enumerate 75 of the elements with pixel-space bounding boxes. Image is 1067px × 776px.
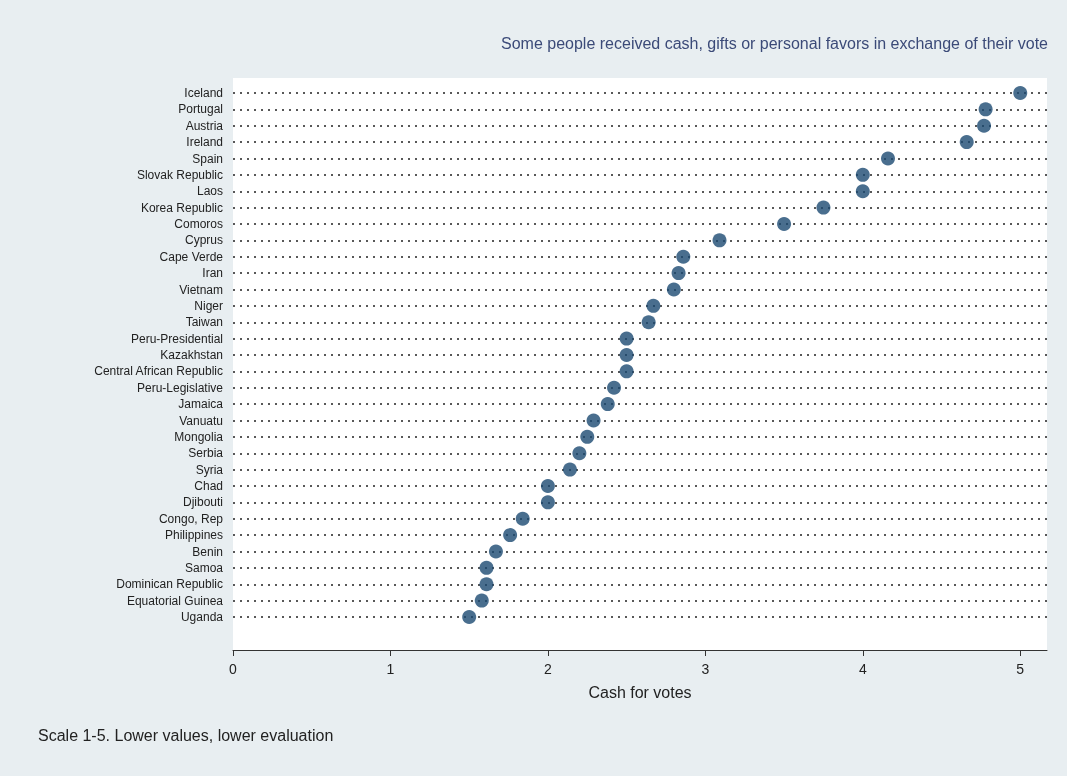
point <box>488 544 503 559</box>
text: Scale 1-5. Lower values, lower evaluation <box>38 726 334 744</box>
point <box>978 102 993 117</box>
x-tick-label: 5 <box>1016 661 1025 677</box>
y-tick-label: Ireland <box>186 135 223 150</box>
point <box>1013 86 1028 100</box>
x-tick-label: 4 <box>858 661 867 677</box>
y-tick-label: Taiwan <box>185 315 223 330</box>
point <box>562 462 577 477</box>
chart-title: Some people received cash, gifts or personal favors in exchange of their vote <box>501 34 1049 52</box>
y-tick-label: Central African Republic <box>94 364 223 379</box>
y-tick-label: Slovak Republic <box>136 167 223 182</box>
x-axis-title: Cash for votes <box>588 683 692 701</box>
point <box>816 200 831 215</box>
point <box>479 560 494 575</box>
y-tick-label: Cape Verde <box>159 249 224 264</box>
point <box>777 217 792 231</box>
point <box>572 446 587 461</box>
point <box>479 577 494 592</box>
y-tick-label: Austria <box>185 118 224 133</box>
y-tick-label: Laos <box>196 184 223 199</box>
point <box>712 233 727 248</box>
point <box>619 364 634 379</box>
y-tick-label: Mongolia <box>174 429 224 444</box>
point <box>619 331 634 346</box>
y-tick-label: Equatorial Guinea <box>126 593 224 608</box>
point <box>641 315 656 330</box>
point <box>462 610 477 624</box>
y-tick-label: Benin <box>192 544 223 559</box>
point <box>646 298 661 313</box>
y-tick-label: Cyprus <box>184 233 223 248</box>
x-tick-label: 0 <box>229 661 238 677</box>
point <box>503 528 518 543</box>
point <box>580 429 595 444</box>
y-tick-label: Chad <box>194 479 223 493</box>
point <box>666 282 681 297</box>
y-tick-label: Samoa <box>184 560 224 575</box>
point <box>607 380 622 395</box>
y-tick-label: Vietnam <box>179 282 223 297</box>
x-tick-label: 1 <box>386 661 395 677</box>
x-tick-label: 3 <box>701 661 710 677</box>
y-tick-label: Spain <box>192 151 223 166</box>
point <box>855 184 870 199</box>
point <box>855 167 870 182</box>
point <box>515 511 530 526</box>
point <box>619 348 634 362</box>
y-tick-label: Congo, Rep <box>158 511 224 526</box>
point <box>586 413 601 428</box>
y-tick-label: Portugal <box>178 102 223 117</box>
y-tick-label: Uganda <box>180 610 224 624</box>
point <box>880 151 895 166</box>
y-tick-label: Kazakhstan <box>160 348 223 362</box>
point <box>474 593 489 608</box>
point <box>977 118 992 133</box>
point <box>540 495 555 510</box>
y-tick-label: Dominican Republic <box>116 577 223 592</box>
y-tick-label: Iran <box>202 266 223 281</box>
y-tick-label: Jamaica <box>178 397 224 412</box>
y-tick-label: Djibouti <box>182 495 223 510</box>
y-tick-label: Peru-Legislative <box>136 380 224 395</box>
y-tick-label: Vanuatu <box>179 413 223 428</box>
y-tick-label: Peru-Presidential <box>130 331 223 346</box>
y-tick-label: Comoros <box>174 217 223 231</box>
point <box>671 266 686 281</box>
y-tick-label: Niger <box>194 298 223 313</box>
point <box>676 249 691 264</box>
y-tick-label: Syria <box>195 462 224 477</box>
point <box>600 397 615 412</box>
x-tick-label: 2 <box>544 661 552 677</box>
point <box>540 479 555 493</box>
y-tick-label: Korea Republic <box>140 200 223 215</box>
point <box>959 135 974 150</box>
y-tick-label: Philippines <box>164 528 223 543</box>
y-tick-label: Serbia <box>188 446 224 461</box>
y-tick-label: Iceland <box>184 86 223 100</box>
